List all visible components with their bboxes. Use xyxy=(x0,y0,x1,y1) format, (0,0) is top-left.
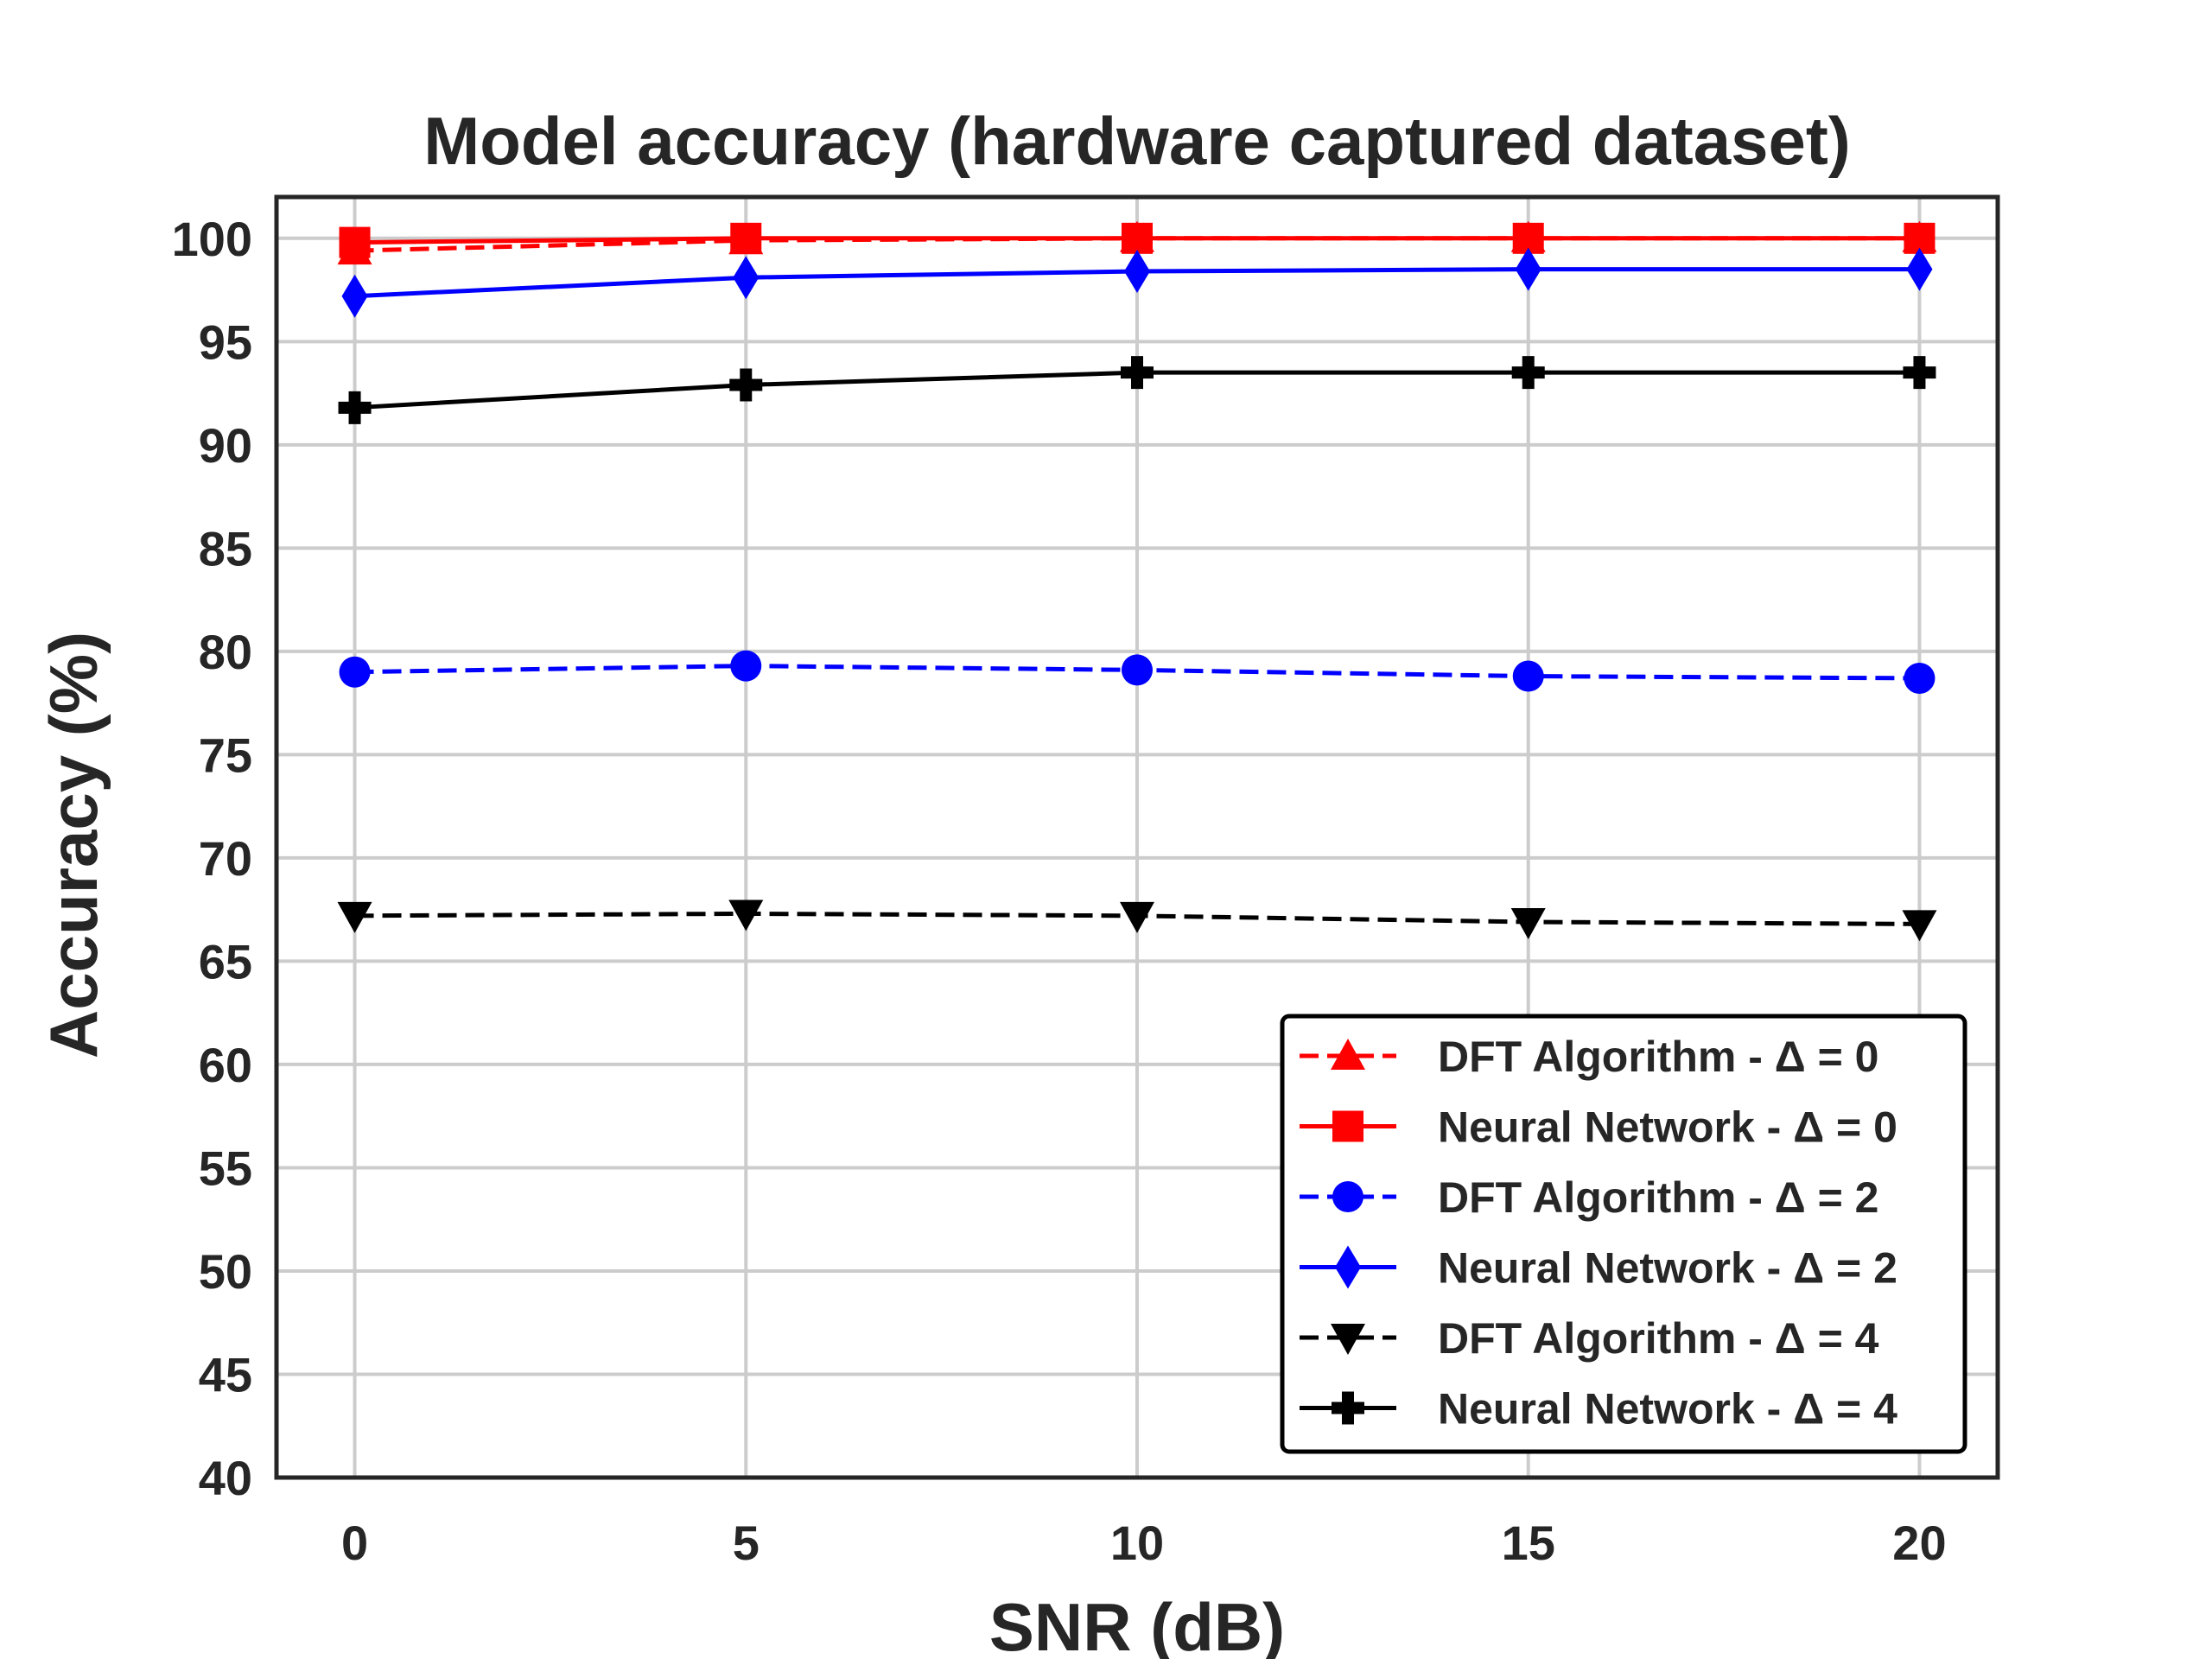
legend-label-6: Neural Network - Δ = 4 xyxy=(1438,1385,1897,1433)
data-point-s5-x10 xyxy=(1120,901,1154,933)
y-tick-label: 75 xyxy=(199,728,252,782)
data-point-s3-x20 xyxy=(1904,662,1936,694)
tick-labels: 40 45 50 55 60 65 70 75 80 85 90 95 100 0 5 10 15 20 xyxy=(172,212,1947,1570)
y-tick-label: 55 xyxy=(199,1141,252,1195)
y-tick-label: 90 xyxy=(199,418,252,473)
chart-title: Model accuracy (hardware captured datase… xyxy=(423,103,1851,179)
legend-frame xyxy=(1280,1014,1967,1454)
legend-marker-4 xyxy=(1335,1245,1361,1289)
legend-marker-3 xyxy=(1332,1181,1363,1212)
data-point-s5-x0 xyxy=(337,901,372,933)
data-point-s4-x5 xyxy=(733,256,760,300)
y-tick-label: 65 xyxy=(199,934,252,988)
x-tick-label: 20 xyxy=(1892,1516,1946,1570)
y-tick-label: 100 xyxy=(172,212,252,266)
y-axis-label: Accuracy (%) xyxy=(35,632,111,1058)
legend-marker-6 xyxy=(1332,1391,1364,1425)
data-point-s6-x0 xyxy=(338,391,372,424)
legend-marker-1 xyxy=(1331,1039,1365,1070)
x-tick-label: 0 xyxy=(341,1516,368,1570)
legend-label-5: DFT Algorithm - Δ = 4 xyxy=(1438,1314,1879,1363)
data-point-s2-x10 xyxy=(1122,222,1153,254)
x-tick-label: 15 xyxy=(1502,1516,1555,1570)
data-point-s4-x10 xyxy=(1124,250,1150,294)
data-point-s4-x20 xyxy=(1906,247,1933,291)
data-point-s4-x0 xyxy=(341,274,368,318)
y-tick-label: 80 xyxy=(199,625,252,679)
data-point-s3-x0 xyxy=(339,656,371,688)
data-point-s2-x0 xyxy=(339,226,371,258)
y-tick-label: 60 xyxy=(199,1038,252,1092)
data-point-s6-x5 xyxy=(729,368,763,402)
y-tick-label: 95 xyxy=(199,315,252,369)
data-point-s6-x10 xyxy=(1121,356,1154,390)
data-point-s3-x10 xyxy=(1122,654,1153,686)
data-point-s3-x15 xyxy=(1512,660,1544,692)
data-point-s2-x5 xyxy=(730,222,762,254)
y-tick-label: 50 xyxy=(199,1244,252,1299)
data-point-s5-x15 xyxy=(1510,908,1546,940)
x-axis-label: SNR (dB) xyxy=(989,1589,1285,1659)
y-tick-label: 40 xyxy=(199,1451,252,1505)
x-tick-label: 5 xyxy=(733,1516,760,1570)
data-point-s5-x20 xyxy=(1902,910,1937,942)
data-point-s4-x15 xyxy=(1515,247,1541,291)
data-point-s5-x5 xyxy=(728,899,764,931)
legend-marker-5 xyxy=(1331,1324,1365,1355)
plot-frame xyxy=(274,194,2000,1480)
data-point-s6-x15 xyxy=(1511,356,1545,390)
legend-label-4: Neural Network - Δ = 2 xyxy=(1438,1244,1897,1293)
grid-lines xyxy=(276,197,1998,1479)
data-point-s6-x20 xyxy=(1903,356,1936,390)
x-tick-label: 10 xyxy=(1110,1516,1164,1570)
y-tick-label: 85 xyxy=(199,521,252,575)
y-tick-label: 45 xyxy=(199,1347,252,1402)
legend-marker-2 xyxy=(1332,1110,1363,1142)
data-markers xyxy=(337,220,1937,942)
data-point-s3-x5 xyxy=(730,650,762,682)
legend-label-3: DFT Algorithm - Δ = 2 xyxy=(1438,1173,1878,1222)
legend-label-1: DFT Algorithm - Δ = 0 xyxy=(1438,1033,1878,1081)
legend: DFT Algorithm - Δ = 0 Neural Network - Δ … xyxy=(1280,1014,1967,1454)
legend-label-2: Neural Network - Δ = 0 xyxy=(1438,1103,1897,1152)
y-tick-label: 70 xyxy=(199,831,252,886)
